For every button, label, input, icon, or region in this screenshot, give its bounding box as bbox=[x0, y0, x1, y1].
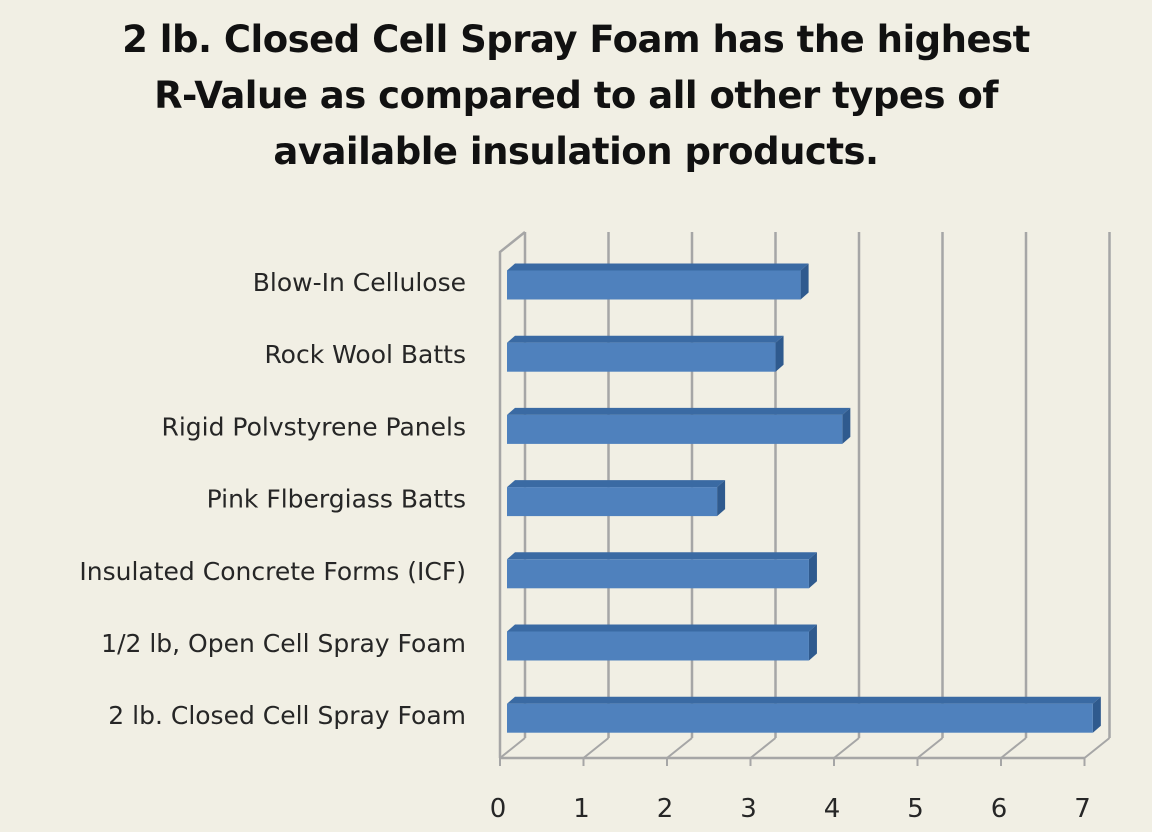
category-axis-labels: Blow-In Cellulose Rock Wool Batts Rigid Po… bbox=[79, 268, 466, 730]
chart-title-line-1: 2 lb. Closed Cell Spray Foam has the hig… bbox=[122, 18, 1030, 61]
chart-title: 2 lb. Closed Cell Spray Foam has the hig… bbox=[0, 12, 1152, 180]
floor-gridline bbox=[1000, 737, 1027, 759]
tick-label: 0 bbox=[490, 794, 507, 824]
category-label: Blow-In Cellulose bbox=[253, 268, 466, 297]
floor-gridline bbox=[833, 737, 860, 759]
bar bbox=[507, 480, 726, 517]
floor-gridline bbox=[582, 737, 610, 759]
floor-gridline bbox=[666, 737, 693, 759]
bar bbox=[507, 335, 784, 372]
category-label: Rigid Polvstyrene Panels bbox=[161, 412, 466, 441]
bar bbox=[507, 263, 809, 300]
chart-title-line-2: R-Value as compared to all other types o… bbox=[154, 74, 998, 117]
category-label: Insulated Concrete Forms (ICF) bbox=[79, 557, 466, 586]
bar bbox=[507, 624, 817, 661]
tick-label: 1 bbox=[573, 794, 590, 824]
tick-label: 5 bbox=[907, 794, 924, 824]
floor-gridline bbox=[499, 737, 526, 759]
tick-label: 7 bbox=[1074, 794, 1091, 824]
floor-gridline bbox=[749, 737, 777, 759]
chart-title-line-3: available insulation products. bbox=[273, 130, 879, 173]
category-label: Pink Flbergiass Batts bbox=[207, 485, 466, 514]
category-label: Rock Wool Batts bbox=[264, 340, 466, 369]
tick-label: 6 bbox=[991, 794, 1008, 824]
bar bbox=[507, 696, 1101, 733]
floor-gridline bbox=[1083, 737, 1111, 759]
category-label: 2 lb. Closed Cell Spray Foam bbox=[108, 701, 466, 730]
side-wall bbox=[498, 231, 526, 758]
bar bbox=[507, 407, 851, 444]
tick-label: 4 bbox=[824, 794, 841, 824]
value-axis-labels: 0 1 2 3 4 5 6 7 bbox=[490, 794, 1091, 824]
floor-gridline bbox=[916, 737, 944, 759]
tick-label: 2 bbox=[657, 794, 674, 824]
chart-bars bbox=[507, 263, 1101, 733]
category-label: 1/2 lb, Open Cell Spray Foam bbox=[101, 629, 466, 658]
bar bbox=[507, 552, 817, 589]
tick-label: 3 bbox=[740, 794, 757, 824]
